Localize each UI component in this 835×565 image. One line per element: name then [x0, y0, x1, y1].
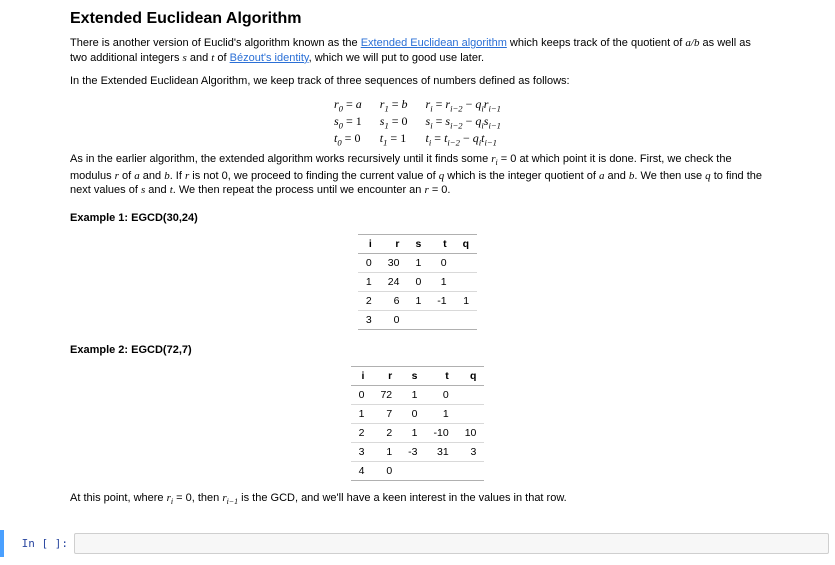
example-1-heading: Example 1: EGCD(30,24) [70, 212, 765, 224]
example-2-table-wrap: i r s t q 072101701221-101031-331340 [70, 366, 765, 481]
table-cell: 0 [380, 311, 408, 330]
table-row: 31-3313 [351, 443, 485, 462]
table-cell: 3 [358, 311, 380, 330]
table-cell [457, 462, 485, 481]
table-cell [457, 386, 485, 405]
col-t: t [426, 367, 457, 386]
table-cell: 24 [380, 273, 408, 292]
table-cell: 1 [426, 405, 457, 424]
text: which keeps track of the quotient of [507, 37, 686, 49]
notebook-markdown-cell: Extended Euclidean Algorithm There is an… [0, 0, 835, 520]
cell-prompt: In [ ]: [8, 533, 74, 554]
table-cell [455, 254, 477, 273]
table-cell [400, 462, 425, 481]
table-cell [455, 311, 477, 330]
col-q: q [457, 367, 485, 386]
table-header-row: i r s t q [351, 367, 485, 386]
table-cell: 1 [372, 443, 400, 462]
notebook-code-cell[interactable]: In [ ]: [0, 530, 835, 557]
table-cell: 72 [372, 386, 400, 405]
table-cell: 3 [351, 443, 373, 462]
sequences-intro: In the Extended Euclidean Algorithm, we … [70, 74, 765, 89]
intro-paragraph: There is another version of Euclid's alg… [70, 36, 765, 66]
table-cell: 2 [372, 424, 400, 443]
example-2-table: i r s t q 072101701221-101031-331340 [351, 366, 485, 481]
table-cell: 0 [351, 386, 373, 405]
table-cell: 4 [351, 462, 373, 481]
table-row: 40 [351, 462, 485, 481]
table-row: 1701 [351, 405, 485, 424]
table-cell: 2 [358, 292, 380, 311]
table-cell: 6 [380, 292, 408, 311]
table-row: 261-11 [358, 292, 477, 311]
col-s: s [407, 235, 429, 254]
table-cell [407, 311, 429, 330]
link-bezout-identity[interactable]: Bézout's identity [230, 52, 309, 64]
table-cell: -1 [429, 292, 454, 311]
text: , which we will put to good use later. [309, 52, 484, 64]
table-cell: 30 [380, 254, 408, 273]
table-cell: 1 [400, 424, 425, 443]
table-row: 30 [358, 311, 477, 330]
table-cell: 31 [426, 443, 457, 462]
table-cell: 0 [372, 462, 400, 481]
col-r: r [380, 235, 408, 254]
table-cell: 1 [455, 292, 477, 311]
table-cell: 1 [400, 386, 425, 405]
col-q: q [455, 235, 477, 254]
table-cell [429, 311, 454, 330]
col-s: s [400, 367, 425, 386]
table-cell [426, 462, 457, 481]
table-row: 12401 [358, 273, 477, 292]
algorithm-description: As in the earlier algorithm, the extende… [70, 152, 765, 199]
table-cell: 1 [407, 254, 429, 273]
table-cell: 0 [429, 254, 454, 273]
table-cell: 10 [457, 424, 485, 443]
table-row: 07210 [351, 386, 485, 405]
equation-block: r0 = a r1 = b ri = ri−2 − qiri−1 s0 = 1 … [70, 97, 765, 148]
example-2-heading: Example 2: EGCD(72,7) [70, 344, 765, 356]
table-cell: -3 [400, 443, 425, 462]
table-cell: 0 [400, 405, 425, 424]
col-i: i [351, 367, 373, 386]
math-frac: a/b [685, 37, 699, 49]
table-cell: 1 [429, 273, 454, 292]
table-cell: 0 [426, 386, 457, 405]
code-input[interactable] [74, 533, 829, 554]
table-cell [457, 405, 485, 424]
table-cell: 0 [358, 254, 380, 273]
table-cell: 7 [372, 405, 400, 424]
section-title: Extended Euclidean Algorithm [70, 10, 765, 28]
table-cell: 1 [358, 273, 380, 292]
col-i: i [358, 235, 380, 254]
col-r: r [372, 367, 400, 386]
table-row: 221-1010 [351, 424, 485, 443]
table-cell: 0 [407, 273, 429, 292]
table-cell: -10 [426, 424, 457, 443]
table-row: 03010 [358, 254, 477, 273]
text: and [187, 52, 211, 64]
table-header-row: i r s t q [358, 235, 477, 254]
table-cell: 2 [351, 424, 373, 443]
example-1-table: i r s t q 0301012401261-1130 [358, 234, 477, 330]
table-cell: 1 [407, 292, 429, 311]
table-cell: 1 [351, 405, 373, 424]
table-cell [455, 273, 477, 292]
example-1-table-wrap: i r s t q 0301012401261-1130 [70, 234, 765, 330]
text: There is another version of Euclid's alg… [70, 37, 361, 49]
text: of [214, 52, 229, 64]
table-cell: 3 [457, 443, 485, 462]
closing-paragraph: At this point, where ri = 0, then ri−1 i… [70, 491, 765, 508]
col-t: t [429, 235, 454, 254]
link-extended-euclidean[interactable]: Extended Euclidean algorithm [361, 37, 507, 49]
